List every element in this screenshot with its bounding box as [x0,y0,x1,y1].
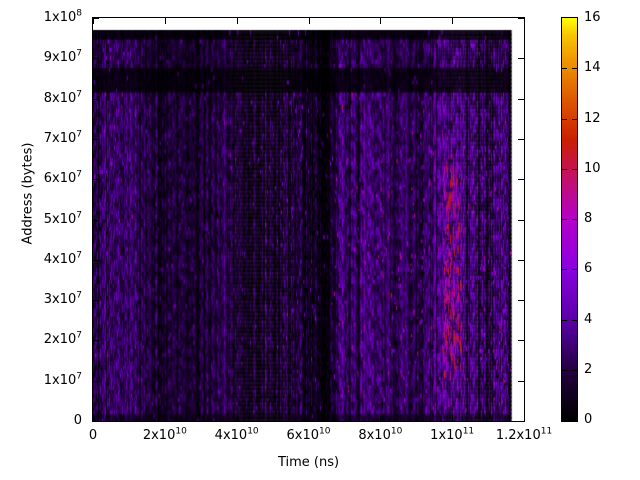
y-tick-mark [518,421,524,422]
y-tick-mark [518,340,524,342]
y-tick-mark [518,138,524,140]
colorbar-tick-label: 0 [584,412,593,427]
x-tick-label: 8x1010 [358,426,403,443]
x-tick-mark [524,18,525,24]
y-tick-label: 2x107 [43,331,82,348]
x-tick-label: 6x1010 [286,426,331,443]
x-tick-label: 0 [88,428,98,443]
colorbar-tick-mark [572,118,577,120]
y-tick-mark [518,219,524,221]
y-tick-mark [518,179,524,181]
x-tick-mark [380,18,382,24]
y-tick-label: 0 [73,413,82,428]
y-tick-label: 9x107 [43,48,82,66]
y-tick-label: 8x107 [43,89,82,106]
plot-area [92,17,525,422]
x-tick-mark [93,415,94,421]
y-tick-mark [93,380,99,382]
heatmap-canvas [93,18,524,421]
y-tick-label: 4x107 [43,250,82,267]
x-tick-label: 2x1010 [142,426,187,443]
colorbar-tick-label: 10 [584,160,601,176]
y-tick-mark [93,58,99,60]
colorbar [561,17,578,422]
colorbar-tick-label: 2 [584,361,593,377]
x-tick-mark [308,18,310,24]
colorbar-tick-mark [572,369,577,371]
colorbar-tick-mark [572,319,577,321]
y-tick-label: 5x107 [43,210,82,227]
x-tick-mark [93,18,94,24]
x-tick-mark [236,18,238,24]
x-tick-label: 1.2x1011 [495,426,553,443]
y-tick-mark [518,58,524,60]
colorbar-tick-mark [562,369,567,371]
x-tick-mark [164,18,166,24]
colorbar-tick-mark [562,319,567,321]
x-tick-label: 1x1011 [430,426,475,443]
y-tick-mark [93,340,99,342]
y-tick-mark [518,98,524,100]
y-tick-mark [93,98,99,100]
x-tick-mark [236,415,238,421]
colorbar-tick-mark [572,168,577,170]
y-tick-label: 1x108 [43,8,82,25]
y-tick-mark [93,138,99,140]
y-tick-mark [518,18,524,19]
colorbar-tick-label: 14 [584,60,601,76]
x-tick-mark [164,415,166,421]
colorbar-tick-mark [572,269,577,271]
x-tick-mark [524,415,525,421]
x-tick-mark [308,415,310,421]
colorbar-tick-label: 4 [584,311,593,327]
colorbar-tick-mark [562,118,567,120]
y-tick-mark [93,179,99,181]
x-tick-mark [452,18,454,24]
colorbar-tick-mark [562,269,567,271]
x-tick-mark [452,415,454,421]
colorbar-tick-mark [562,168,567,170]
colorbar-tick-label: 6 [584,261,593,277]
colorbar-tick-mark [572,219,577,220]
y-tick-mark [518,259,524,261]
colorbar-tick-label: 8 [584,211,593,226]
x-tick-mark [380,415,382,421]
x-axis-label: Time (ns) [277,455,340,470]
y-tick-label: 7x107 [43,129,82,146]
y-tick-mark [93,300,99,302]
x-tick-label: 4x1010 [214,426,259,443]
y-tick-label: 3x107 [43,290,82,308]
colorbar-tick-mark [572,68,577,70]
y-tick-mark [93,219,99,221]
y-tick-mark [93,259,99,261]
y-tick-mark [93,18,99,19]
colorbar-tick-mark [562,219,567,220]
y-tick-mark [518,300,524,302]
colorbar-tick-mark [562,68,567,70]
y-tick-label: 6x107 [43,169,82,187]
colorbar-tick-label: 16 [584,10,601,25]
y-tick-mark [93,421,99,422]
y-tick-mark [518,380,524,382]
y-tick-label: 1x107 [43,371,82,388]
colorbar-tick-label: 12 [584,110,601,126]
